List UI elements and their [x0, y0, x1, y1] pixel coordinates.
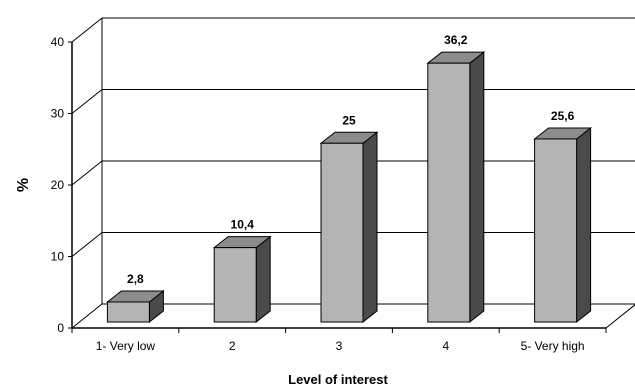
bar-front: [427, 62, 471, 323]
floor-left-edge: [71, 303, 103, 329]
bar-2: 10,4: [212, 218, 272, 324]
y-tick-label: 0: [57, 321, 64, 335]
x-axis-title: Level of interest: [288, 372, 388, 387]
bar-front: [320, 142, 364, 323]
bar-side: [469, 51, 485, 324]
data-label: 36,2: [444, 33, 468, 47]
x-tick-label: 2: [229, 339, 236, 353]
gridline-side-4: [71, 17, 103, 43]
bar-side: [362, 131, 378, 324]
y-tick-label: 30: [51, 107, 65, 121]
bars: 2,8 10,4 25 36,2 25,6: [105, 33, 593, 324]
y-axis-title: %: [15, 178, 32, 192]
data-label: 10,4: [231, 218, 255, 232]
y-tick-label: 20: [51, 178, 65, 192]
data-label: 25,6: [551, 109, 575, 123]
bar-3: 25: [319, 113, 379, 324]
bar-front: [534, 138, 578, 323]
data-label: 25: [342, 113, 356, 127]
y-axis: 0 10 20 30 40: [51, 35, 73, 335]
bar-front: [106, 301, 150, 323]
bar-1: 2,8: [105, 272, 165, 324]
x-tick-label: 5- Very high: [521, 339, 585, 353]
gridline-side-3: [71, 89, 103, 114]
gridline-side-1: [71, 232, 103, 257]
bar-4: 36,2: [426, 33, 486, 324]
y-tick-label: 40: [51, 35, 65, 49]
data-label: 2,8: [127, 272, 144, 286]
x-tick-label: 1- Very low: [96, 339, 156, 353]
x-tick-label: 4: [442, 339, 449, 353]
bar-front: [213, 247, 257, 323]
x-axis: 1- Very low 2 3 4 5- Very high: [71, 327, 607, 353]
floor-right-edge: [605, 304, 635, 329]
y-tick-label: 10: [51, 250, 65, 264]
bar-5: 25,6: [533, 109, 593, 324]
gridline-side-2: [71, 160, 103, 186]
bar-side: [255, 235, 271, 324]
x-tick-label: 3: [336, 339, 343, 353]
bar-side: [576, 126, 592, 324]
